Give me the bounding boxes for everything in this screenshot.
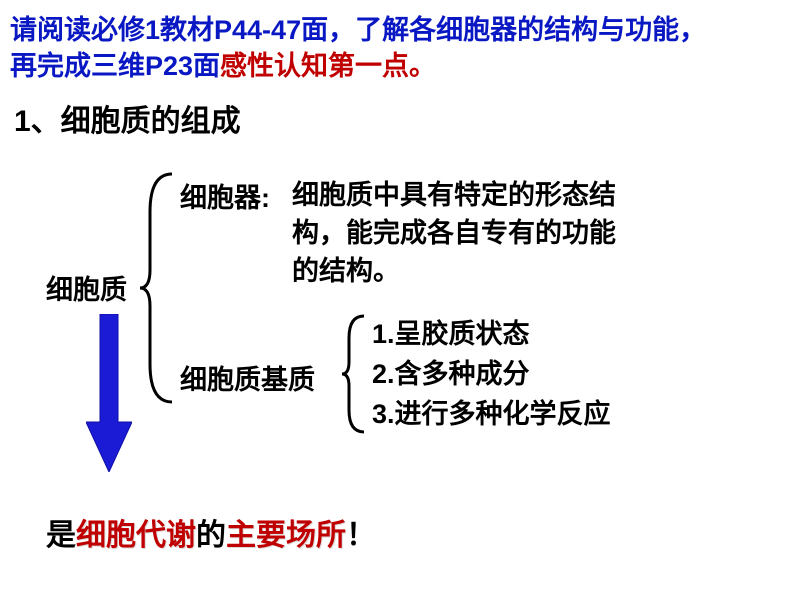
conclusion-mid: 的 <box>196 519 226 552</box>
list-item: 1.呈胶质状态 <box>372 314 611 354</box>
branch-top-label: 细胞器: <box>180 176 270 215</box>
instruction-line2-pre: 再完成三维P23面 <box>10 51 220 81</box>
matrix-list: 1.呈胶质状态 2.含多种成分 3.进行多种化学反应 <box>372 314 611 434</box>
big-brace <box>138 172 174 404</box>
conclusion-red2: 主要场所 <box>226 519 346 552</box>
branch-top-desc: 细胞质中具有特定的形态结 构，能完成各自专有的功能 的结构。 <box>292 176 616 290</box>
list-item: 2.含多种成分 <box>372 354 611 394</box>
branch-bottom-label: 细胞质基质 <box>180 358 315 397</box>
branch-top-desc-l3: 的结构。 <box>292 252 616 290</box>
branch-top-desc-l2: 构，能完成各自专有的功能 <box>292 214 616 252</box>
section-heading: 1、细胞质的组成 <box>14 96 241 140</box>
instruction-line2-red: 感性认知第一点。 <box>220 51 436 81</box>
branch-top-desc-l1: 细胞质中具有特定的形态结 <box>292 176 616 214</box>
list-item: 3.进行多种化学反应 <box>372 394 611 434</box>
down-arrow-icon <box>86 314 132 472</box>
conclusion-line: 是细胞代谢的主要场所！ <box>46 510 376 554</box>
conclusion-post: ！ <box>346 519 376 552</box>
small-brace <box>340 314 366 434</box>
conclusion-red1: 细胞代谢 <box>76 519 196 552</box>
instruction-line2: 再完成三维P23面感性认知第一点。 <box>10 44 436 83</box>
root-label: 细胞质 <box>46 268 127 307</box>
instruction-line1: 请阅读必修1教材P44-47面，了解各细胞器的结构与功能， <box>10 8 706 47</box>
conclusion-pre: 是 <box>46 519 76 552</box>
